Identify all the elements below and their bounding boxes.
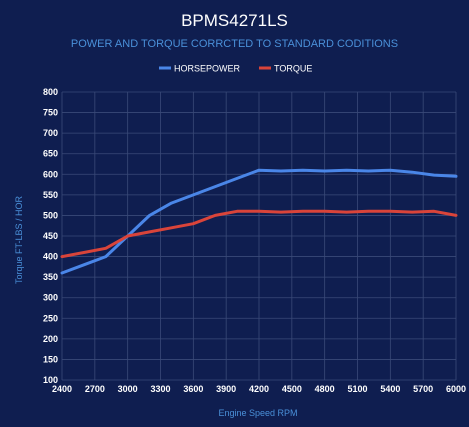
y-tick-label: 700 bbox=[43, 128, 58, 138]
y-tick-label: 450 bbox=[43, 231, 58, 241]
y-tick-label: 750 bbox=[43, 108, 58, 118]
x-tick-label: 4500 bbox=[282, 384, 302, 394]
series-lines bbox=[60, 168, 458, 275]
legend-label-torque[interactable]: TORQUE bbox=[274, 64, 312, 74]
y-axis-ticks: 100 150 200 250 300 350 400 450 500 550 600 650 700 7… bbox=[43, 87, 58, 385]
legend-label-horsepower[interactable]: HORSEPOWER bbox=[174, 64, 241, 74]
y-tick-label: 650 bbox=[43, 149, 58, 159]
grid bbox=[61, 91, 457, 381]
x-tick-label: 6000 bbox=[446, 384, 466, 394]
x-tick-label: 3900 bbox=[216, 384, 236, 394]
y-tick-label: 500 bbox=[43, 210, 58, 220]
legend[interactable]: HORSEPOWER TORQUE bbox=[159, 64, 312, 74]
x-tick-label: 2700 bbox=[85, 384, 105, 394]
x-tick-label: 5100 bbox=[347, 384, 367, 394]
x-tick-label: 4200 bbox=[249, 384, 269, 394]
y-tick-label: 150 bbox=[43, 354, 58, 364]
x-tick-label: 5400 bbox=[380, 384, 400, 394]
x-tick-label: 5700 bbox=[413, 384, 433, 394]
x-axis-ticks: 2400 2700 3000 3300 3600 3900 4200 4500 4800 5100… bbox=[52, 384, 466, 394]
y-tick-label: 400 bbox=[43, 252, 58, 262]
series-line-torque bbox=[60, 209, 458, 259]
x-tick-label: 3300 bbox=[150, 384, 170, 394]
x-axis-label: Engine Speed RPM bbox=[218, 408, 297, 418]
chart-title: BPMS4271LS bbox=[181, 11, 288, 30]
y-tick-label: 550 bbox=[43, 190, 58, 200]
y-tick-label: 600 bbox=[43, 169, 58, 179]
y-tick-label: 250 bbox=[43, 313, 58, 323]
y-tick-label: 800 bbox=[43, 87, 58, 97]
y-tick-label: 350 bbox=[43, 272, 58, 282]
y-tick-label: 300 bbox=[43, 293, 58, 303]
x-tick-label: 3000 bbox=[118, 384, 138, 394]
y-tick-label: 100 bbox=[43, 375, 58, 385]
x-tick-label: 4800 bbox=[315, 384, 335, 394]
chart-subtitle: POWER AND TORQUE CORRCTED TO STANDARD CO… bbox=[71, 38, 398, 50]
y-tick-label: 200 bbox=[43, 334, 58, 344]
x-tick-label: 2400 bbox=[52, 384, 72, 394]
x-tick-label: 3600 bbox=[183, 384, 203, 394]
y-axis-label: Torque FT-LBS / HOR bbox=[14, 195, 24, 284]
